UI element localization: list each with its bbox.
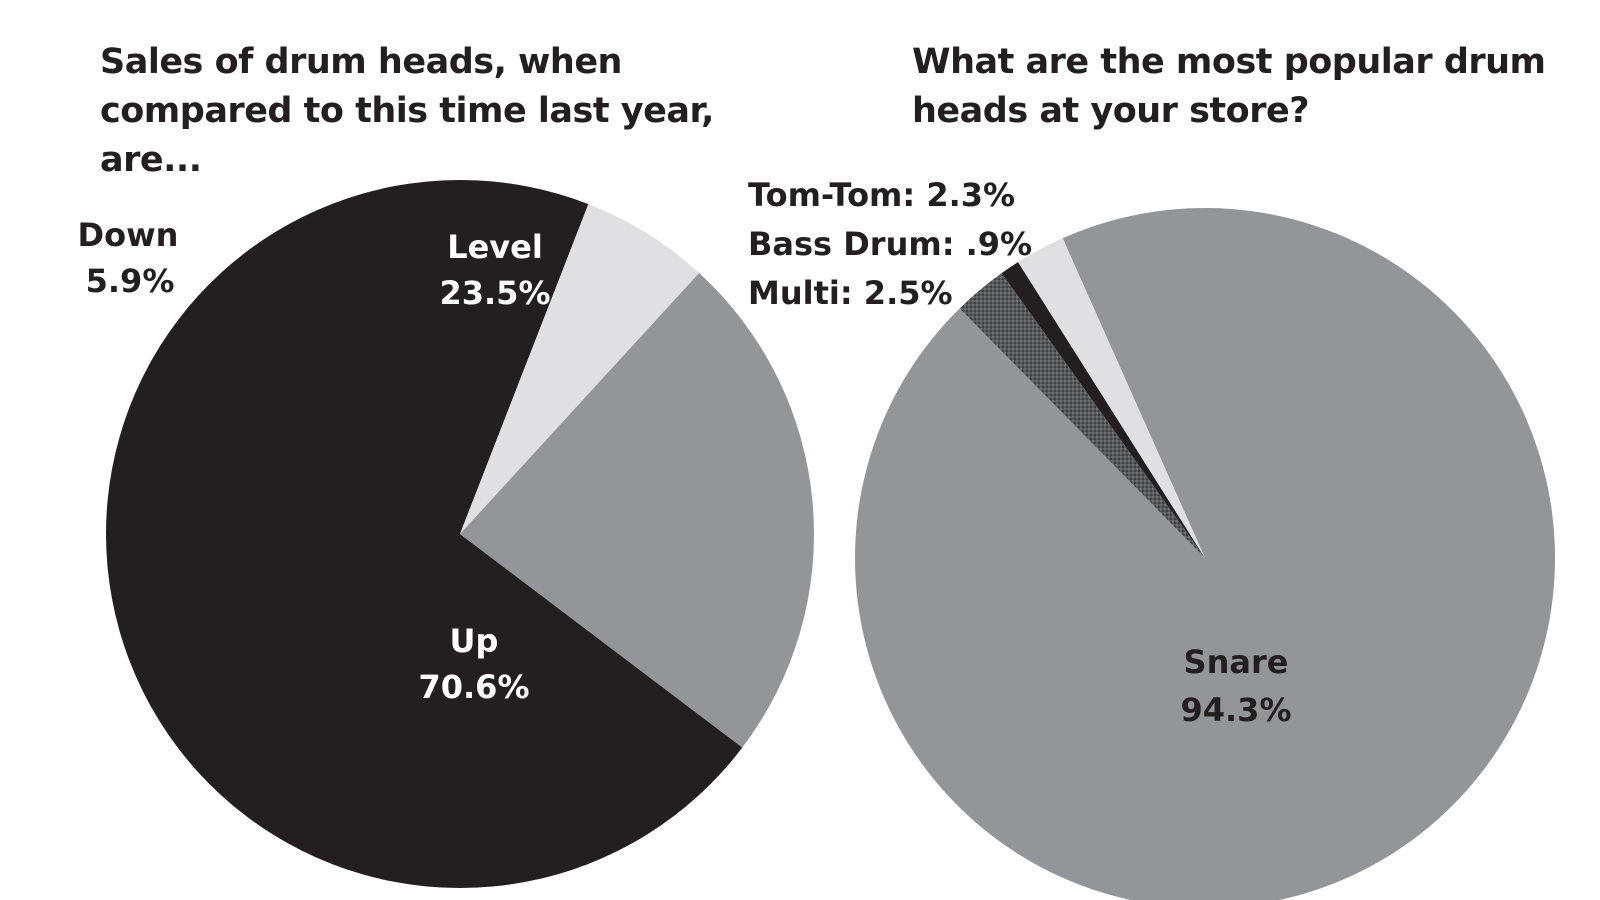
right-pie-chart xyxy=(854,208,1555,900)
up-label: Up xyxy=(450,622,499,660)
level-label: Level xyxy=(447,228,543,266)
right-chart-title: What are the most popular drum heads at … xyxy=(912,42,1546,131)
pie-slice-multi xyxy=(959,273,1205,558)
bass-drum-label: Bass Drum: .9% xyxy=(748,225,1032,263)
left-pie-labels: Up 70.6% Level 23.5% Down 5.9% xyxy=(78,216,551,706)
pie-slice-down xyxy=(460,204,700,534)
left-chart-title: Sales of drum heads, when compared to th… xyxy=(100,42,714,180)
pie-slice-bass-drum xyxy=(1001,262,1205,558)
down-label: Down xyxy=(78,216,179,254)
pie-slice-up xyxy=(105,179,743,888)
right-pie-labels: Snare 94.3% Tom-Tom: 2.3% Bass Drum: .9% Mul… xyxy=(748,176,1292,729)
pie-slice-level xyxy=(460,273,815,748)
snare-label: Snare xyxy=(1184,643,1289,681)
level-value-label: 23.5% xyxy=(439,274,550,312)
pie-slice-snare xyxy=(854,208,1555,900)
up-value-label: 70.6% xyxy=(418,668,529,706)
down-value-label: 5.9% xyxy=(86,262,175,300)
multi-label: Multi: 2.5% xyxy=(748,274,953,312)
left-pie-chart xyxy=(105,179,815,888)
snare-value-label: 94.3% xyxy=(1180,691,1291,729)
pie-slice-tom-tom xyxy=(1018,238,1205,558)
tom-tom-label: Tom-Tom: 2.3% xyxy=(748,176,1015,214)
